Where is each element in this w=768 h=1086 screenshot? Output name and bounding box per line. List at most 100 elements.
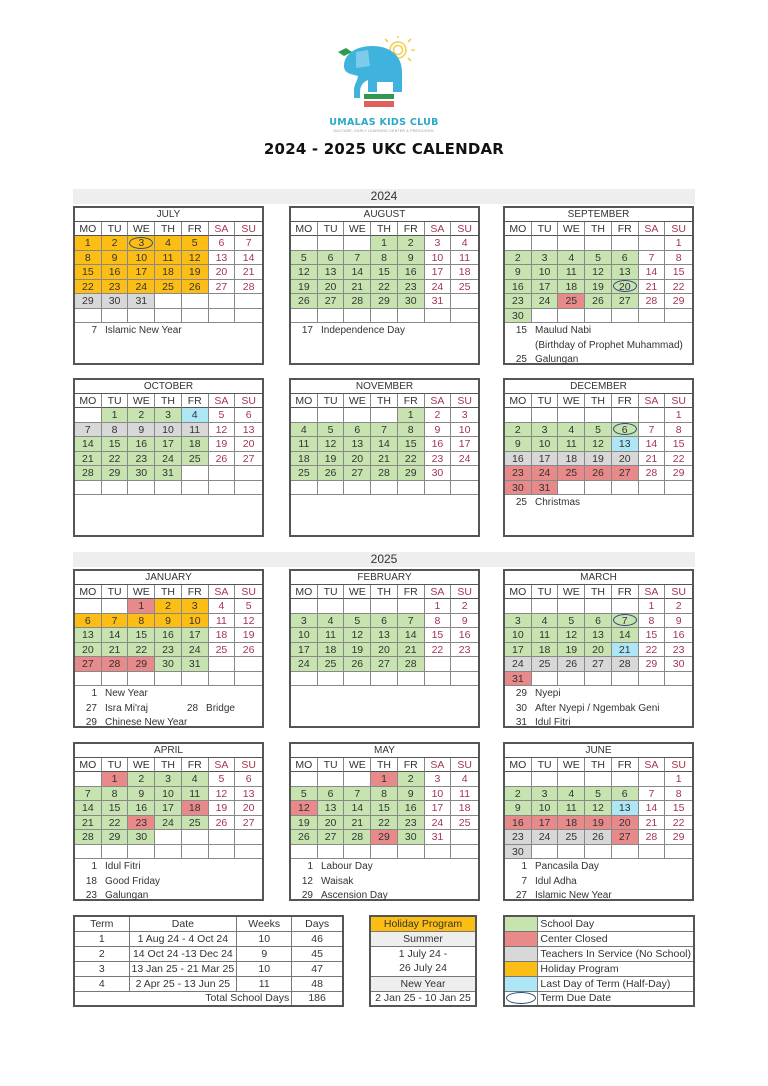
note-line: 30 After Nyepi / Ngembak Geni xyxy=(505,702,692,717)
day-cell: 1 xyxy=(101,772,129,787)
day-cell: 28 xyxy=(638,294,666,309)
day-cell: 28 xyxy=(611,657,639,672)
empty-cell xyxy=(397,599,425,614)
day-cell: 17 xyxy=(531,279,559,294)
day-number: 23 xyxy=(431,452,444,465)
weekday-header: WE xyxy=(558,585,586,599)
day-cell: 27 xyxy=(585,657,612,672)
empty-cell xyxy=(208,480,236,495)
empty-cell xyxy=(128,308,156,323)
day-number: 13 xyxy=(242,423,255,436)
month-december: DECEMBER MO TU WE TH FR SA SU 1 2 3 4 5 6 7 8 9 10 11 12 13 1… xyxy=(503,378,694,537)
day-cell: 24 xyxy=(155,815,182,830)
note-text: New Year xyxy=(105,688,148,699)
weekday-header: TU xyxy=(317,585,345,599)
day-cell: 1 xyxy=(665,236,692,251)
note-text: Nyepi xyxy=(535,688,561,699)
day-cell: 4 xyxy=(558,422,586,437)
weekday-header: WE xyxy=(128,758,156,772)
day-cell: 23 xyxy=(128,451,156,466)
note-day: 1 xyxy=(521,861,527,872)
note-line: 1 Pancasila Day xyxy=(505,860,692,875)
empty-cell xyxy=(291,772,318,787)
day-number: 27 xyxy=(324,831,337,843)
day-cell: 8 xyxy=(371,250,398,265)
day-number: 20 xyxy=(618,452,631,465)
day-number: 30 xyxy=(135,467,148,479)
empty-cell xyxy=(611,599,639,614)
empty-cell xyxy=(451,830,478,845)
weekday-header: SU xyxy=(235,394,262,408)
header-date: Date xyxy=(128,915,238,932)
day-cell: 20 xyxy=(208,265,236,280)
day-number: 19 xyxy=(351,643,364,656)
weekday-header: WE xyxy=(344,394,372,408)
day-number: 4 xyxy=(461,237,468,249)
weekday-header: MO xyxy=(505,222,532,236)
empty-cell xyxy=(638,236,666,251)
day-number: 8 xyxy=(675,787,682,800)
day-cell: 19 xyxy=(585,815,612,830)
day-cell: 10 xyxy=(424,250,452,265)
day-number: 2 xyxy=(138,409,145,421)
weekday-header: SA xyxy=(208,394,236,408)
day-cell: 6 xyxy=(317,250,345,265)
day-cell: 17 xyxy=(424,265,452,280)
day-cell: 6 xyxy=(208,236,236,251)
note-day: 1 xyxy=(91,861,97,872)
day-cell: 26 xyxy=(344,657,372,672)
day-number: 25 xyxy=(565,467,578,479)
day-cell: 17 xyxy=(155,801,182,816)
empty-cell xyxy=(317,236,345,251)
day-number: 23 xyxy=(108,280,121,293)
day-cell: 13 xyxy=(611,801,639,816)
day-cell: 22 xyxy=(101,815,129,830)
empty-cell xyxy=(585,599,612,614)
day-cell: 10 xyxy=(531,801,559,816)
day-cell: 11 xyxy=(451,251,478,265)
day-number: 24 xyxy=(298,658,310,670)
day-cell: 25 xyxy=(317,657,345,672)
day-number: 11 xyxy=(162,251,174,264)
day-number: 21 xyxy=(645,280,658,293)
day-cell: 3 xyxy=(531,422,559,437)
day-number: 10 xyxy=(538,266,551,278)
day-number: 20 xyxy=(324,816,337,829)
umalas-kids-club-logo xyxy=(338,36,415,107)
empty-cell xyxy=(208,830,236,845)
day-number: 19 xyxy=(188,266,201,278)
day-number: 17 xyxy=(538,280,551,293)
day-cell: 14 xyxy=(371,437,398,452)
weekday-header: SA xyxy=(208,585,236,599)
day-number: 17 xyxy=(512,643,524,656)
day-number: 4 xyxy=(461,773,468,785)
day-number: 25 xyxy=(215,643,228,656)
empty-cell xyxy=(317,671,345,686)
month-notes: 17 Independence Day xyxy=(291,323,478,339)
empty-cell xyxy=(344,671,372,686)
elephant-icon xyxy=(338,46,402,98)
day-cell: 29 xyxy=(101,466,129,481)
day-cell: 4 xyxy=(181,772,209,787)
day-number: 20 xyxy=(215,266,228,278)
empty-cell xyxy=(611,671,639,686)
day-cell: 16 xyxy=(101,265,129,280)
day-cell: 4 xyxy=(451,236,478,251)
header-days: Days xyxy=(291,915,344,932)
day-cell: 13 xyxy=(371,628,398,643)
day-number: 21 xyxy=(618,643,631,656)
empty-cell xyxy=(665,672,692,686)
day-cell: 9 xyxy=(451,614,478,628)
empty-cell xyxy=(208,844,236,859)
day-number: 20 xyxy=(242,802,255,814)
month-title: JUNE xyxy=(505,744,692,758)
day-number: 14 xyxy=(242,251,255,264)
day-number: 22 xyxy=(431,643,444,656)
day-cell: 6 xyxy=(344,422,372,437)
day-cell: 8 xyxy=(101,786,129,801)
note-text: Bridge xyxy=(206,702,235,714)
empty-cell xyxy=(558,772,586,787)
empty-cell xyxy=(208,671,236,686)
note-text: Idul Fitri xyxy=(105,861,141,872)
day-cell: 16 xyxy=(397,265,425,280)
